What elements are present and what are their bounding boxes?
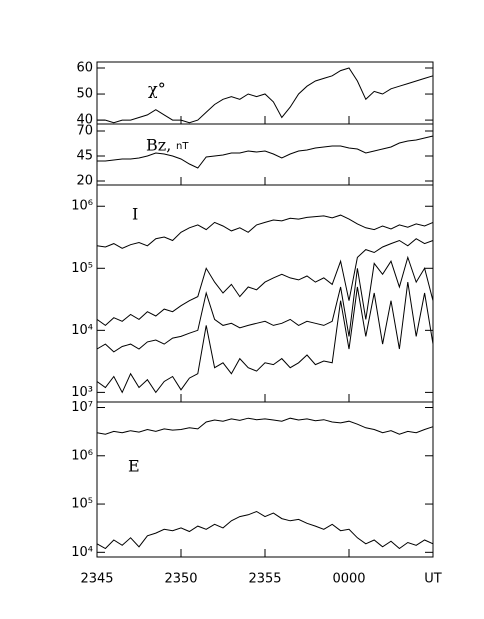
y-tick-label: 70 [76,124,93,139]
y-tick-label: 10⁵ [71,497,93,512]
y-tick-label: 60 [76,60,93,75]
data-line [96,238,434,327]
x-tick-label: 2355 [248,572,281,587]
y-tick-label: 10⁶ [71,448,93,463]
y-tick-label: 45 [76,149,93,164]
y-tick-label: 10⁷ [71,400,93,415]
y-tick-label: 10⁴ [71,323,93,338]
panel-frame [96,401,434,558]
x-tick-label: 0000 [332,572,365,587]
x-tick-label: 2350 [164,572,197,587]
y-tick-label: 10³ [71,385,93,400]
y-tick-label: 20 [76,174,93,189]
panel-label: I [132,205,138,224]
panel-frame [96,123,434,186]
x-tick-label: 2345 [80,572,113,587]
panel-label: E [128,457,140,476]
panel-label: χ° [148,80,166,99]
y-tick-label: 10⁴ [71,545,93,560]
panel-label: Bz, [146,136,171,155]
y-tick-label: 50 [76,87,93,102]
panel-units: nT [176,141,189,152]
data-line [96,255,434,353]
panel-frame [96,184,434,403]
data-line [97,135,434,169]
data-line [96,214,434,249]
y-tick-label: 10⁵ [71,261,93,276]
data-line [97,67,434,124]
x-tick-label: UT [424,572,442,587]
y-tick-label: 40 [76,113,93,128]
data-line [96,282,434,394]
data-line [96,417,434,435]
y-tick-label: 10⁶ [71,199,93,214]
data-line [96,510,434,550]
